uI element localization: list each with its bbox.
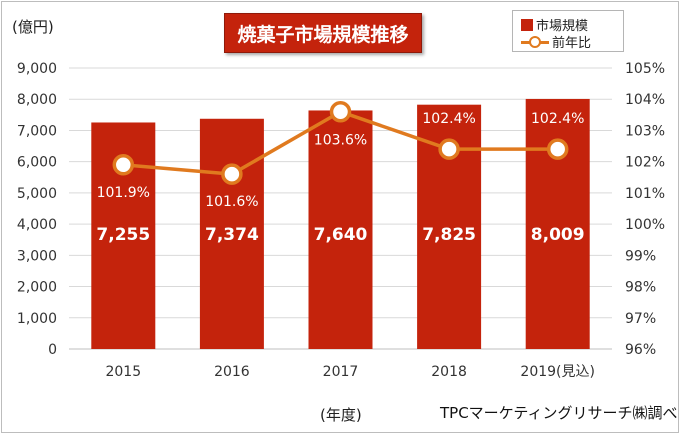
yoy-value-label: 101.9% (97, 185, 150, 201)
y-tick-label: 4,000 (17, 217, 57, 233)
legend: 市場規模 前年比 (512, 10, 624, 52)
yoy-value-label: 101.6% (205, 194, 258, 210)
bar-value-label: 7,255 (96, 225, 150, 245)
source-note: TPCマーケティングリサーチ㈱調べ (440, 404, 678, 422)
y2-tick-label: 105% (625, 61, 665, 77)
y2-tick-label: 101% (625, 186, 665, 202)
legend-item-market-size: 市場規模 (521, 15, 588, 34)
yoy-marker (546, 138, 569, 160)
x-tick-label: 2018 (431, 364, 467, 380)
yoy-marker (329, 100, 352, 123)
yoy-marker (438, 138, 460, 160)
y2-tick-label: 104% (625, 92, 665, 108)
y2-tick-label: 97% (625, 311, 656, 327)
x-tick-label: 2016 (214, 364, 250, 380)
y2-tick-label: 103% (625, 123, 665, 139)
y2-tick-label: 102% (625, 155, 665, 171)
y-tick-label: 2,000 (17, 280, 57, 296)
y-tick-label: 7,000 (17, 123, 57, 139)
y-axis-unit: (億円) (12, 18, 54, 36)
y-tick-label: 5,000 (17, 186, 57, 202)
x-axis-unit: (年度) (320, 406, 362, 424)
x-tick-label: 2015 (105, 364, 141, 380)
y-tick-label: 6,000 (17, 155, 57, 171)
bar-value-label: 7,640 (314, 225, 368, 245)
legend-label-yoy: 前年比 (552, 36, 592, 51)
x-tick-label: 2017 (323, 364, 359, 380)
yoy-value-label: 102.4% (531, 111, 584, 127)
y2-tick-label: 96% (625, 342, 656, 358)
y2-tick-label: 98% (625, 280, 656, 296)
x-tick-label: 2019(見込) (520, 364, 595, 380)
bar-value-label: 7,825 (422, 225, 476, 245)
y-tick-label: 1,000 (17, 311, 57, 327)
yoy-marker (112, 154, 135, 176)
y-tick-label: 8,000 (17, 92, 57, 108)
legend-label-market-size: 市場規模 (536, 19, 589, 34)
bar-value-label: 8,009 (531, 225, 585, 245)
y2-tick-label: 100% (625, 217, 665, 233)
legend-item-yoy: 前年比 (521, 32, 591, 51)
y-tick-label: 9,000 (17, 61, 57, 77)
y-tick-label: 3,000 (17, 248, 57, 264)
y2-tick-label: 99% (625, 248, 656, 264)
y-tick-label: 0 (48, 342, 57, 358)
bar (525, 98, 590, 349)
chart-title: 焼菓子市場規模推移 (224, 13, 422, 53)
bar (199, 118, 264, 349)
legend-line-swatch (521, 35, 549, 48)
bar-value-label: 7,374 (205, 225, 259, 245)
bar (308, 110, 373, 349)
yoy-value-label: 103.6% (314, 133, 367, 149)
yoy-value-label: 102.4% (422, 111, 475, 127)
yoy-marker (221, 163, 243, 185)
legend-bar-swatch (521, 18, 533, 31)
